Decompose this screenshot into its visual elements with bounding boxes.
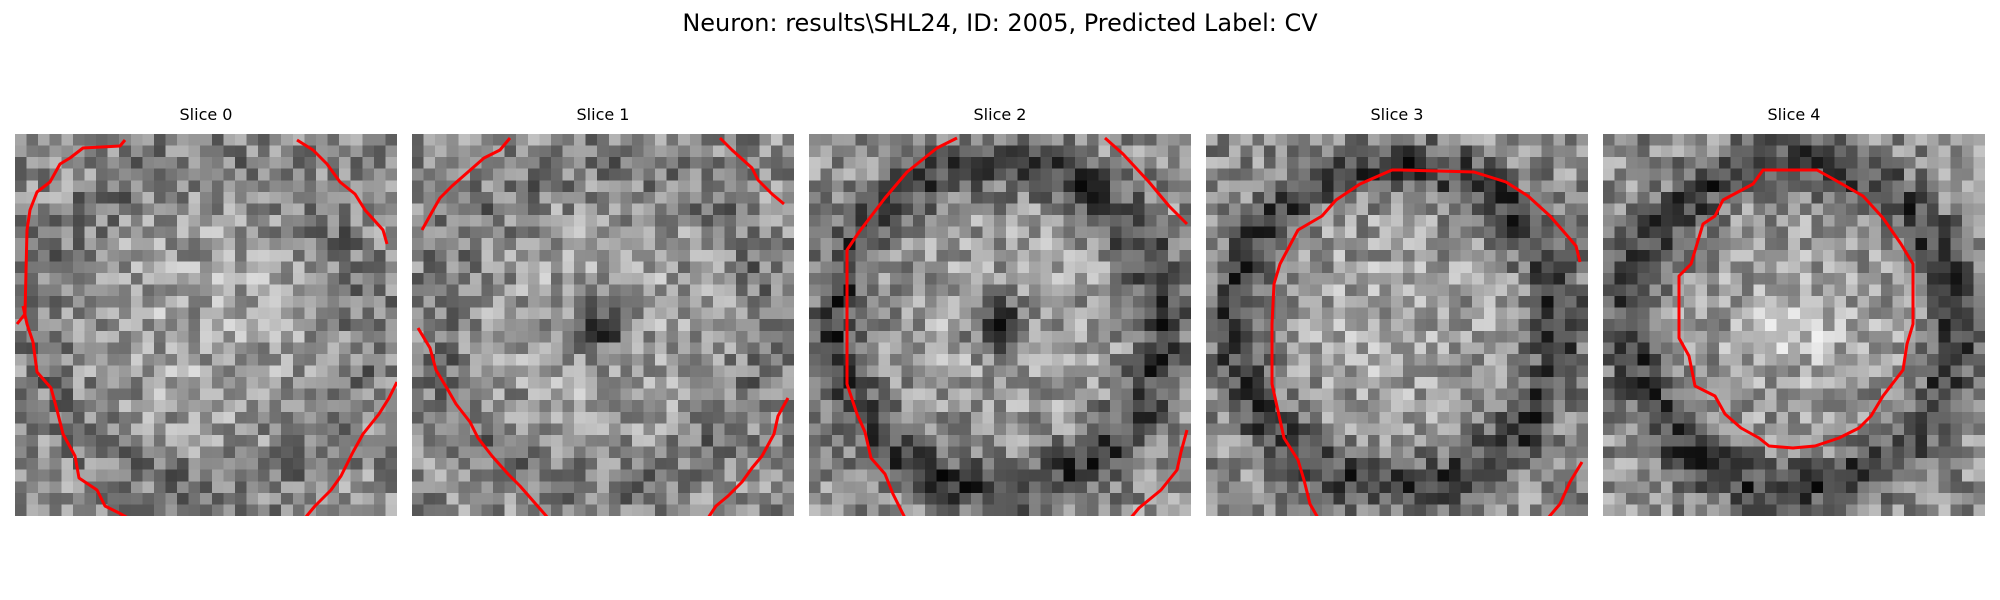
slice-title: Slice 3 [1206,104,1588,128]
contour-line [708,398,788,516]
contour-line [1129,430,1187,516]
contour-line [293,382,397,516]
slice-panel-3: Slice 3 [1206,104,1588,128]
contour-line [1679,170,1913,448]
slice-panel-1: Slice 1 [412,104,794,128]
contour-overlay [412,134,794,516]
slice-title: Slice 4 [1603,104,1985,128]
contour-overlay [1206,134,1588,516]
contour-line [418,328,548,516]
contour-line [1272,170,1580,516]
contour-overlay [1603,134,1985,516]
contour-line [422,138,510,230]
contour-line [23,306,139,516]
contour-overlay [15,134,397,516]
contour-line [1105,138,1187,224]
slice-title: Slice 1 [412,104,794,128]
contour-line [847,138,957,516]
contour-overlay [809,134,1191,516]
slice-panel-2: Slice 2 [809,104,1191,128]
slice-panel-0: Slice 0 [15,104,397,128]
contour-line [297,140,387,244]
slice-panel-4: Slice 4 [1603,104,1985,128]
slice-title: Slice 0 [15,104,397,128]
contour-line [17,140,125,324]
figure-title: Neuron: results\SHL24, ID: 2005, Predict… [0,6,2000,40]
contour-line [1548,462,1582,516]
contour-line [720,138,784,204]
slice-title: Slice 2 [809,104,1191,128]
